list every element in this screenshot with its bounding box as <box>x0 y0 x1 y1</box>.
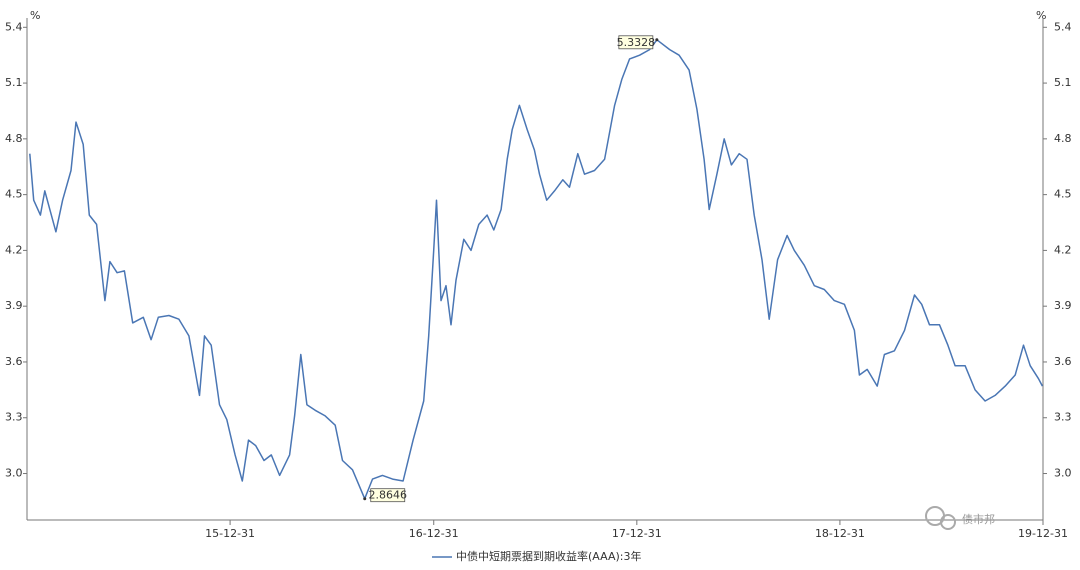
y-tick-label: 3.9 <box>5 299 23 312</box>
x-tick-label: 18-12-31 <box>815 527 865 540</box>
y2-tick-label: 3.0 <box>1054 467 1072 480</box>
y-tick-label: 3.0 <box>5 467 23 480</box>
annotation-label: 5.3328 <box>617 36 656 49</box>
y-tick-label: 4.8 <box>5 132 23 145</box>
y-tick-label: 5.4 <box>5 20 23 33</box>
watermark: 债市邦 <box>925 506 995 530</box>
y-tick-label: 3.6 <box>5 355 23 368</box>
y-tick-label: 5.1 <box>5 76 23 89</box>
x-tick-label: 19-12-31 <box>1018 527 1068 540</box>
y-tick-label: 3.3 <box>5 411 23 424</box>
x-tick-label: 15-12-31 <box>205 527 255 540</box>
annotation-box <box>618 35 654 50</box>
y-unit: % <box>30 9 40 22</box>
annotation-point <box>363 497 367 501</box>
y-tick-label: 4.2 <box>5 243 23 256</box>
annotation-label: 2.8646 <box>368 489 407 502</box>
y2-tick-label: 5.4 <box>1054 20 1072 33</box>
annotation-box <box>370 488 406 503</box>
y2-unit: % <box>1036 9 1046 22</box>
y2-tick-label: 5.1 <box>1054 76 1072 89</box>
watermark-text: 债市邦 <box>962 512 995 526</box>
y2-tick-label: 3.6 <box>1054 355 1072 368</box>
x-tick-label: 17-12-31 <box>612 527 662 540</box>
y-tick-label: 4.5 <box>5 188 23 201</box>
y2-tick-label: 4.5 <box>1054 188 1072 201</box>
annotation-point <box>655 38 659 42</box>
legend-label: 中债中短期票据到期收益率(AAA):3年 <box>456 549 641 563</box>
y2-tick-label: 4.2 <box>1054 243 1072 256</box>
y2-tick-label: 3.9 <box>1054 299 1072 312</box>
y2-tick-label: 3.3 <box>1054 411 1072 424</box>
y2-tick-label: 4.8 <box>1054 132 1072 145</box>
line <box>29 39 1044 500</box>
x-tick-label: 16-12-31 <box>409 527 459 540</box>
